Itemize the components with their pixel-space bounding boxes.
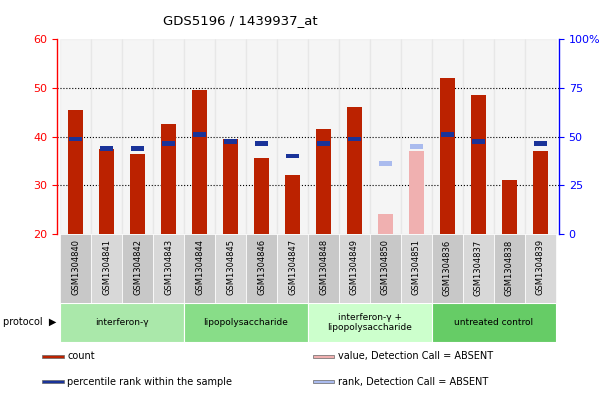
Bar bbox=[308, 303, 432, 342]
Bar bbox=[370, 39, 401, 234]
Text: GSM1304843: GSM1304843 bbox=[164, 239, 173, 296]
Bar bbox=[130, 154, 145, 234]
Bar bbox=[153, 39, 184, 234]
Bar bbox=[285, 175, 300, 234]
Bar bbox=[308, 234, 339, 303]
Bar bbox=[69, 136, 82, 141]
Bar bbox=[532, 151, 548, 234]
Text: GDS5196 / 1439937_at: GDS5196 / 1439937_at bbox=[163, 14, 318, 27]
Bar bbox=[339, 234, 370, 303]
Text: GSM1304836: GSM1304836 bbox=[443, 239, 452, 296]
Text: GSM1304849: GSM1304849 bbox=[350, 239, 359, 295]
Bar bbox=[440, 78, 455, 234]
Bar bbox=[370, 234, 401, 303]
Bar bbox=[463, 39, 494, 234]
Bar bbox=[184, 39, 215, 234]
Bar bbox=[91, 234, 122, 303]
Bar bbox=[432, 39, 463, 234]
Bar bbox=[255, 141, 268, 146]
Bar bbox=[184, 303, 308, 342]
Text: GSM1304851: GSM1304851 bbox=[412, 239, 421, 295]
Bar bbox=[471, 95, 486, 234]
Bar bbox=[193, 132, 206, 136]
Text: interferon-γ: interferon-γ bbox=[96, 318, 149, 327]
Bar bbox=[472, 139, 485, 144]
Text: interferon-γ +
lipopolysaccharide: interferon-γ + lipopolysaccharide bbox=[328, 312, 412, 332]
Bar bbox=[401, 234, 432, 303]
Bar bbox=[122, 234, 153, 303]
Text: GSM1304840: GSM1304840 bbox=[71, 239, 80, 295]
Text: protocol  ▶: protocol ▶ bbox=[3, 317, 56, 327]
Bar bbox=[409, 151, 424, 234]
Bar bbox=[286, 154, 299, 158]
Bar bbox=[379, 161, 392, 166]
Bar bbox=[254, 158, 269, 234]
Bar bbox=[122, 39, 153, 234]
Bar bbox=[339, 39, 370, 234]
Bar bbox=[502, 180, 517, 234]
Bar bbox=[432, 234, 463, 303]
Bar bbox=[308, 39, 339, 234]
Bar bbox=[463, 234, 494, 303]
Text: GSM1304844: GSM1304844 bbox=[195, 239, 204, 295]
Bar bbox=[347, 107, 362, 234]
Bar bbox=[224, 139, 237, 144]
Bar bbox=[432, 303, 556, 342]
Bar bbox=[60, 234, 91, 303]
Bar bbox=[100, 146, 113, 151]
Text: lipopolysaccharide: lipopolysaccharide bbox=[204, 318, 288, 327]
Text: value, Detection Call = ABSENT: value, Detection Call = ABSENT bbox=[338, 351, 493, 361]
Bar bbox=[162, 141, 175, 146]
Bar bbox=[131, 146, 144, 151]
Bar bbox=[277, 39, 308, 234]
Bar bbox=[91, 39, 122, 234]
Bar bbox=[441, 132, 454, 136]
Text: GSM1304847: GSM1304847 bbox=[288, 239, 297, 296]
Bar bbox=[494, 234, 525, 303]
Bar bbox=[525, 234, 556, 303]
Bar bbox=[42, 354, 64, 358]
Bar bbox=[313, 354, 334, 358]
Bar bbox=[313, 380, 334, 383]
Bar bbox=[223, 139, 239, 234]
Bar bbox=[317, 141, 330, 146]
Bar bbox=[60, 303, 184, 342]
Text: rank, Detection Call = ABSENT: rank, Detection Call = ABSENT bbox=[338, 377, 488, 387]
Text: count: count bbox=[67, 351, 95, 361]
Bar bbox=[401, 39, 432, 234]
Bar bbox=[348, 136, 361, 141]
Bar bbox=[215, 39, 246, 234]
Bar bbox=[410, 144, 423, 149]
Bar bbox=[153, 234, 184, 303]
Bar bbox=[525, 39, 556, 234]
Bar bbox=[316, 129, 331, 234]
Bar bbox=[68, 110, 84, 234]
Text: GSM1304850: GSM1304850 bbox=[381, 239, 390, 295]
Bar bbox=[246, 234, 277, 303]
Bar bbox=[99, 149, 114, 234]
Bar bbox=[60, 39, 91, 234]
Bar bbox=[161, 125, 176, 234]
Text: GSM1304848: GSM1304848 bbox=[319, 239, 328, 296]
Text: GSM1304838: GSM1304838 bbox=[505, 239, 514, 296]
Text: GSM1304837: GSM1304837 bbox=[474, 239, 483, 296]
Bar bbox=[42, 380, 64, 383]
Text: GSM1304842: GSM1304842 bbox=[133, 239, 142, 295]
Text: GSM1304841: GSM1304841 bbox=[102, 239, 111, 295]
Text: untreated control: untreated control bbox=[454, 318, 534, 327]
Bar bbox=[494, 39, 525, 234]
Text: percentile rank within the sample: percentile rank within the sample bbox=[67, 377, 233, 387]
Text: GSM1304839: GSM1304839 bbox=[536, 239, 545, 296]
Bar bbox=[534, 141, 547, 146]
Bar bbox=[192, 90, 207, 234]
Text: GSM1304846: GSM1304846 bbox=[257, 239, 266, 296]
Bar bbox=[246, 39, 277, 234]
Bar bbox=[377, 214, 393, 234]
Bar bbox=[277, 234, 308, 303]
Text: GSM1304845: GSM1304845 bbox=[226, 239, 235, 295]
Bar bbox=[184, 234, 215, 303]
Bar bbox=[215, 234, 246, 303]
